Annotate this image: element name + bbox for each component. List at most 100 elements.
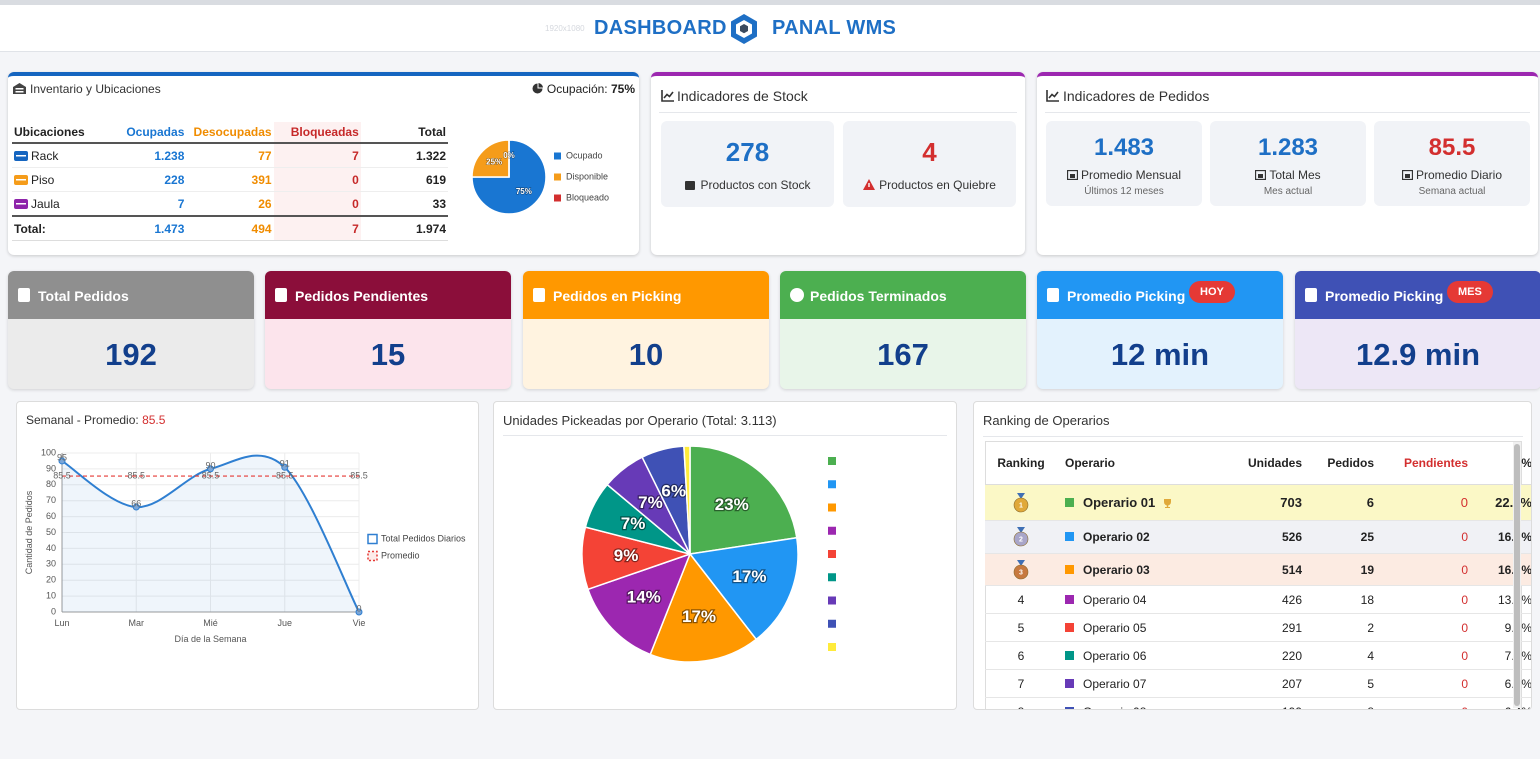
icon [13,83,26,94]
cell: 8 [1303,697,1375,709]
cell: Jaula [12,191,100,217]
card-label-text: Productos en Quiebre [879,178,996,192]
cell: 1.974 [360,215,448,241]
data-label: 66 [131,498,141,508]
card-label-text: Promedio Diario [1415,168,1503,182]
column-header: % [1472,442,1531,485]
slice-label: 7% [638,493,663,512]
kpi-value: 10 [628,337,664,372]
cell: 7 [273,215,361,241]
chart-title-text: Semanal - Promedio: [26,413,139,427]
icon [661,90,674,102]
cell-text: Rack [31,148,59,163]
column-header: Pedidos [1303,442,1375,485]
operator-swatch [1065,622,1074,632]
medal: 1 [1013,492,1029,512]
kpi-title: Pedidos Pendientes [295,288,429,304]
y-tick-label: 80 [46,479,56,489]
pie-slice [649,552,758,663]
cell-text: Piso [31,172,55,187]
kpi-card: Promedio Picking MES 12.9 min [1295,271,1540,389]
scrollbar[interactable] [1513,442,1521,708]
column-header: Total [360,122,448,144]
data-label: 85.5 [350,470,368,480]
indicator-card: 1.283 Total Mes Mes actual [1210,121,1366,206]
panel-title: Inventario y Ubicaciones [30,82,161,96]
icon [14,174,28,185]
cell: 0 [1375,553,1472,586]
icon-shape [1401,169,1414,181]
cell: 5 [1303,669,1375,698]
card-value: 278 [725,137,770,167]
separator [503,435,947,436]
data-label: 85.5 [53,470,71,480]
column-header: Pendientes [1375,442,1472,485]
panel-title: Indicadores de Stock [677,88,808,104]
cell: 33 [360,191,448,217]
point [355,608,363,616]
card-value: 85.5 [1428,134,1476,161]
inventory-table: Ubicaciones Ocupadas Desocupadas Bloqueadas… [12,122,448,241]
header-row: Ubicaciones Ocupadas Desocupadas Bloqueadas… [12,122,448,144]
occupancy-value: 75% [610,82,635,96]
medal-rank: 2 [1019,536,1023,543]
header-row: Ranking Operario Unidades Pedidos Pendientes… [985,442,1531,485]
pie-slice [586,552,692,656]
pie-slice [689,445,798,555]
card-note: Semana actual [1418,186,1486,197]
cell: 1 [985,484,1057,521]
icon-line [16,154,26,156]
card-label: Promedio Diario [1374,168,1530,182]
slice-label: 25% [486,157,502,166]
operator-name: Operario 05 [1083,620,1147,635]
table-row: 2 Operario 02 52625016.9% [985,520,1531,554]
slice-label: 7% [621,514,646,533]
panel-title: Ranking de Operarios [983,413,1110,428]
kpi-header: Pedidos Pendientes [265,271,511,319]
cell: 0 [1375,641,1472,670]
y-tick-label: 50 [46,527,56,537]
scroll-thumb[interactable] [1514,444,1520,706]
total-row: Total: 1.473 494 7 1.974 [12,215,448,241]
data-label: 91 [280,459,290,469]
legend-swatch [828,503,836,512]
legend-label: Ocupado [566,150,603,160]
legend-swatch [554,194,561,202]
chart-title: Unidades Pickeadas por Operario (Total: … [503,413,777,428]
x-tick-label: Jue [277,618,292,628]
column-header: Unidades [1216,442,1303,485]
card-label-text: Total Mes [1269,168,1321,182]
medal-disc [1013,564,1029,579]
cell: 2 [1303,613,1375,642]
cell: 1.473 [99,215,187,241]
cell: 77 [186,143,274,168]
icon [14,150,28,161]
operator-pie-panel: Unidades Pickeadas por Operario (Total: … [493,401,957,710]
icon-bar [1404,174,1410,178]
cell: 16.9% [1472,520,1531,554]
card-note: Mes actual [1263,186,1313,197]
operator-name: Operario 03 [1083,562,1150,577]
cell: 207 [1216,669,1303,698]
inventory-panel: Inventario y Ubicaciones Ocupación: 75% … [8,72,639,255]
cell: 1.322 [360,143,448,168]
kpi-icon [275,288,287,302]
pie-slice [471,139,510,178]
kpi-badge: MES [1447,281,1493,303]
legend-label: Promedio [381,550,420,560]
cell: 0 [1375,520,1472,554]
cell: 0 [1375,613,1472,642]
card-label-text: Productos con Stock [700,178,811,192]
table-row: 3 Operario 03 51419016.5% [985,553,1531,586]
column-header: Desocupadas [186,122,274,144]
card-label: Productos en Quiebre [843,178,1016,192]
cell: Operario 05 [1057,613,1216,642]
point [207,465,214,473]
kpi-badge: HOY [1189,281,1235,303]
cell: 1.238 [99,143,187,168]
cell: 7 [99,191,187,217]
cell: 228 [99,167,187,192]
icon-shape [685,181,696,190]
